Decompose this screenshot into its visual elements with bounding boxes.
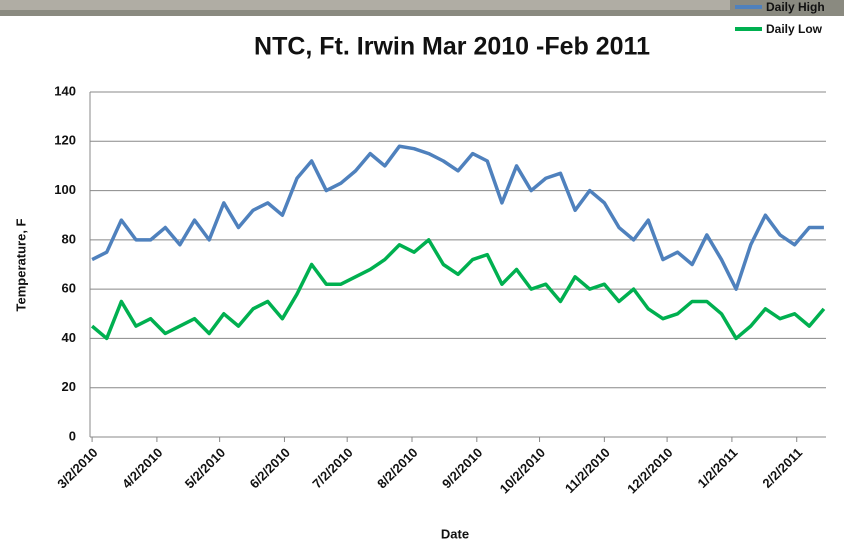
x-tick-label: 2/2/2011 [759, 445, 805, 491]
legend-label: Daily Low [766, 22, 823, 36]
y-tick-label: 80 [62, 231, 76, 246]
x-tick-label: 11/2/2010 [562, 445, 613, 496]
y-tick-label: 60 [62, 281, 76, 296]
page: {"chart_data": {"type": "line", "title":… [0, 0, 844, 545]
chart: NTC, Ft. Irwin Mar 2010 -Feb 2011 Temper… [0, 0, 844, 545]
x-tick-label: 8/2/2010 [374, 445, 420, 491]
x-tick-label: 1/2/2011 [695, 445, 741, 491]
y-tick-label: 40 [62, 330, 76, 345]
y-tick-label: 100 [54, 182, 76, 197]
x-tick-label: 10/2/2010 [497, 445, 549, 497]
x-tick-label: 6/2/2010 [247, 445, 293, 491]
photo-strip-detail [0, 0, 730, 10]
x-tick-label: 12/2/2010 [624, 445, 676, 497]
x-tick-label: 4/2/2010 [119, 445, 165, 491]
chart-title: NTC, Ft. Irwin Mar 2010 -Feb 2011 [254, 33, 650, 61]
x-tick-label: 9/2/2010 [439, 445, 485, 491]
x-axis-label: Date [441, 526, 469, 541]
x-tick-label: 3/2/2010 [54, 445, 100, 491]
y-tick-label: 140 [54, 83, 76, 98]
data-line [92, 146, 824, 289]
x-tick-label: 7/2/2010 [309, 445, 355, 491]
y-tick-label: 120 [54, 133, 76, 148]
y-tick-label: 0 [69, 428, 76, 443]
legend-label: Daily High [766, 0, 825, 14]
y-axis-label: Temperature, F [13, 218, 28, 311]
x-tick-label: 5/2/2010 [182, 445, 228, 491]
y-tick-label: 20 [62, 379, 76, 394]
